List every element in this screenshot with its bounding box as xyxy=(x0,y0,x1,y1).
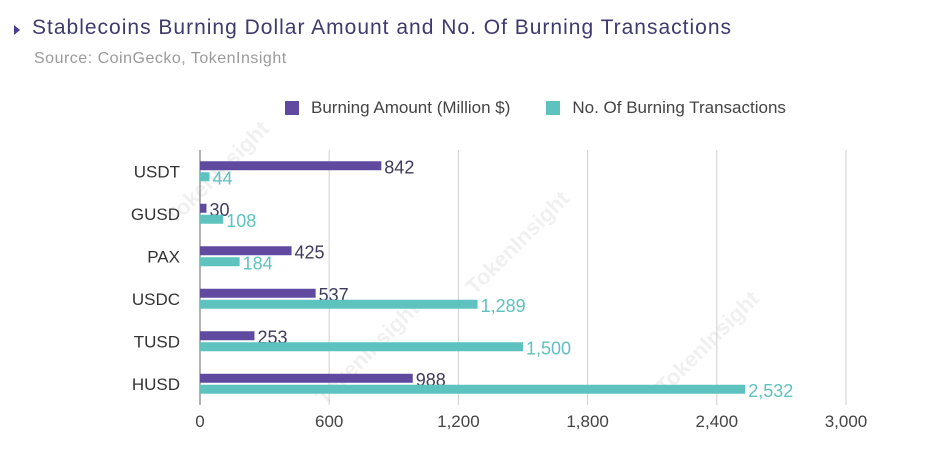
data-label-amount: 842 xyxy=(384,157,414,177)
legend-item-transactions: No. Of Burning Transactions xyxy=(546,98,786,118)
data-label-transactions: 2,532 xyxy=(748,381,793,401)
category-label: USDC xyxy=(132,290,180,309)
data-label-amount: 425 xyxy=(295,242,325,262)
bar-transactions xyxy=(200,342,523,352)
data-label-transactions: 184 xyxy=(243,253,273,273)
category-label: TUSD xyxy=(134,332,180,351)
legend-label-amount: Burning Amount (Million $) xyxy=(311,98,511,117)
title-marker-icon xyxy=(14,25,20,35)
chart-source: Source: CoinGecko, TokenInsight xyxy=(34,50,287,67)
x-tick-label: 3,000 xyxy=(825,412,868,431)
bar-amount xyxy=(200,331,255,341)
bar-transactions xyxy=(200,214,224,224)
x-tick-label: 0 xyxy=(195,412,204,431)
bar-amount xyxy=(200,288,316,298)
bar-amount xyxy=(200,246,292,256)
legend-swatch-transactions xyxy=(546,101,561,115)
category-label: HUSD xyxy=(132,375,180,394)
legend: Burning Amount (Million $) No. Of Burnin… xyxy=(285,98,822,118)
bar-transactions xyxy=(200,257,240,267)
category-label: GUSD xyxy=(131,205,180,224)
bar-amount xyxy=(200,373,413,383)
data-label-transactions: 108 xyxy=(226,211,256,231)
bar-amount xyxy=(200,203,207,213)
bar-transactions xyxy=(200,384,746,394)
data-label-transactions: 1,289 xyxy=(481,296,526,316)
data-label-transactions: 44 xyxy=(212,168,232,188)
chart-title: Stablecoins Burning Dollar Amount and No… xyxy=(32,16,733,39)
legend-label-transactions: No. Of Burning Transactions xyxy=(572,98,786,117)
data-label-transactions: 1,500 xyxy=(526,338,571,358)
title-row: Stablecoins Burning Dollar Amount and No… xyxy=(14,16,732,40)
legend-swatch-amount xyxy=(285,101,299,115)
bar-amount xyxy=(200,161,382,171)
x-tick-label: 1,200 xyxy=(437,412,480,431)
x-tick-label: 2,400 xyxy=(696,412,739,431)
bar-transactions xyxy=(200,172,210,182)
bar-transactions xyxy=(200,299,478,309)
legend-item-amount: Burning Amount (Million $) xyxy=(285,98,510,118)
x-tick-label: 1,800 xyxy=(566,412,609,431)
category-label: USDT xyxy=(134,162,180,181)
category-label: PAX xyxy=(147,247,180,266)
x-tick-label: 600 xyxy=(315,412,343,431)
